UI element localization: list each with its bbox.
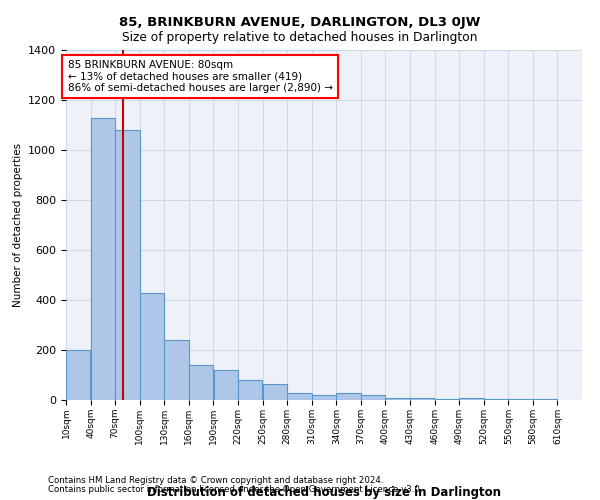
Text: Contains HM Land Registry data © Crown copyright and database right 2024.: Contains HM Land Registry data © Crown c…: [48, 476, 383, 485]
Text: 85 BRINKBURN AVENUE: 80sqm
← 13% of detached houses are smaller (419)
86% of sem: 85 BRINKBURN AVENUE: 80sqm ← 13% of deta…: [68, 60, 332, 93]
Text: Size of property relative to detached houses in Darlington: Size of property relative to detached ho…: [122, 31, 478, 44]
Y-axis label: Number of detached properties: Number of detached properties: [13, 143, 23, 307]
Bar: [312, 395, 336, 400]
Bar: [508, 399, 533, 400]
Bar: [386, 398, 410, 400]
Bar: [435, 399, 459, 400]
Bar: [66, 350, 91, 400]
Text: Contains public sector information licensed under the Open Government Licence v3: Contains public sector information licen…: [48, 485, 422, 494]
Bar: [164, 340, 188, 400]
Bar: [263, 384, 287, 400]
Bar: [214, 370, 238, 400]
Bar: [189, 365, 213, 400]
Bar: [410, 398, 434, 400]
Bar: [115, 130, 140, 400]
X-axis label: Distribution of detached houses by size in Darlington: Distribution of detached houses by size …: [147, 486, 501, 498]
Bar: [484, 399, 508, 400]
Bar: [140, 292, 164, 400]
Bar: [91, 118, 115, 400]
Bar: [287, 392, 311, 400]
Bar: [337, 392, 361, 400]
Bar: [361, 395, 385, 400]
Bar: [533, 399, 557, 400]
Bar: [238, 380, 262, 400]
Text: 85, BRINKBURN AVENUE, DARLINGTON, DL3 0JW: 85, BRINKBURN AVENUE, DARLINGTON, DL3 0J…: [119, 16, 481, 29]
Bar: [460, 398, 484, 400]
